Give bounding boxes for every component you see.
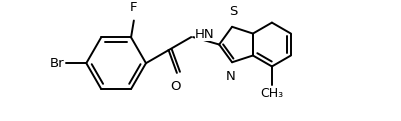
Text: HN: HN — [194, 28, 214, 41]
Text: F: F — [130, 1, 137, 14]
Text: N: N — [225, 70, 235, 83]
Text: Br: Br — [49, 57, 64, 70]
Text: CH₃: CH₃ — [260, 87, 283, 100]
Text: O: O — [170, 80, 181, 93]
Text: S: S — [228, 5, 237, 18]
